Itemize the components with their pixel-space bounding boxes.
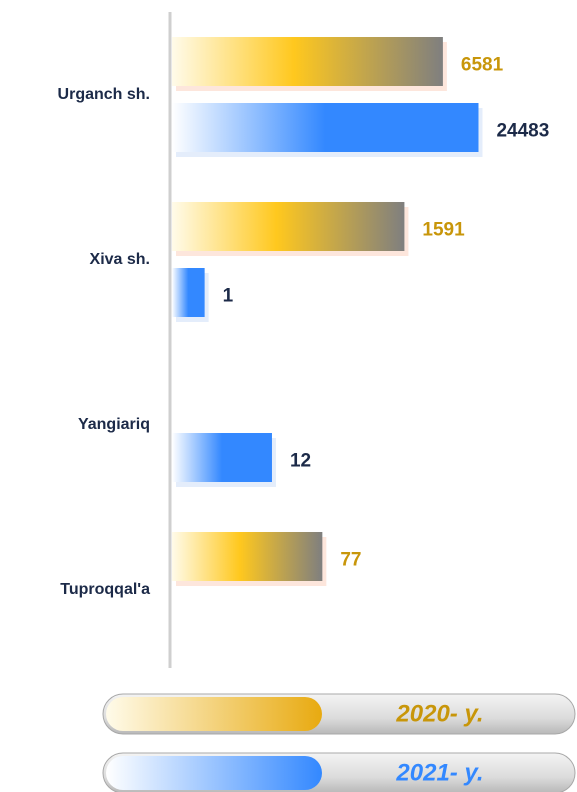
category-label: Yangiariq [78, 416, 150, 433]
bar [172, 202, 405, 251]
bar [172, 37, 443, 86]
legend-swatch [106, 697, 322, 731]
category-label: Xiva sh. [90, 251, 150, 268]
legend-label: 2021- y. [395, 759, 483, 786]
value-label: 1591 [422, 220, 465, 241]
bar [172, 268, 205, 317]
value-label: 6581 [461, 55, 504, 76]
value-label: 77 [340, 550, 361, 571]
legend-swatch [106, 756, 322, 790]
bar [172, 433, 272, 482]
category-label: Urganch sh. [58, 86, 150, 103]
bar [172, 103, 479, 152]
bar [172, 532, 323, 581]
value-label: 12 [290, 451, 311, 472]
value-label: 24483 [496, 121, 549, 142]
value-label: 1 [223, 286, 234, 307]
legend-label: 2020- y. [395, 700, 483, 727]
category-label: Tuproqqal'a [60, 581, 150, 598]
